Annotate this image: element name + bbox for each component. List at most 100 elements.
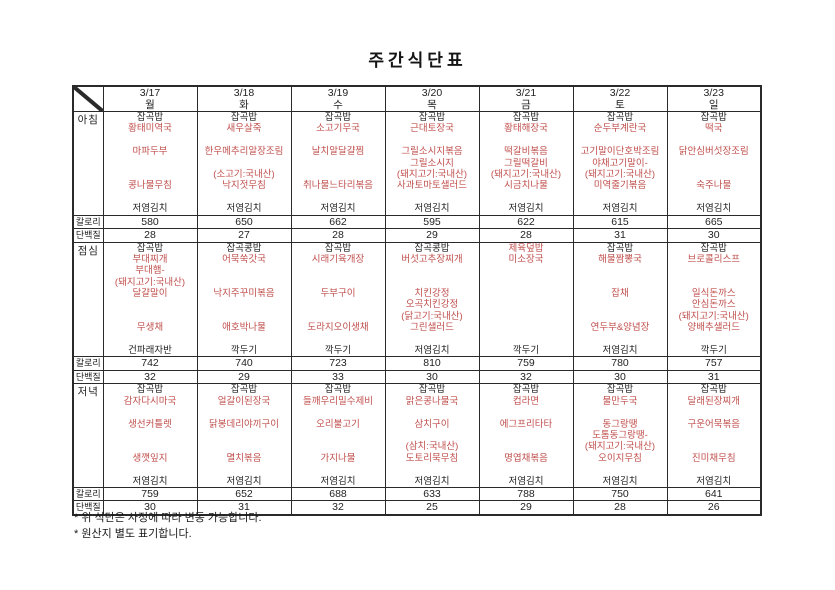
lunch-protein-2: 33	[290, 369, 386, 385]
breakfast-protein-row: 단백질 28 27 28 29 28 31 30	[72, 228, 762, 243]
breakfast-protein-3: 29	[384, 228, 480, 243]
menu-line: 달래된장찌개	[687, 395, 740, 407]
menu-line: 잡곡밥	[700, 384, 727, 396]
menu-line	[480, 430, 573, 441]
menu-line: 해물짬뽕국	[598, 253, 642, 265]
dinner-protein-5: 28	[572, 500, 668, 516]
day-header-4: 3/21 금	[478, 85, 574, 112]
menu-line: 무생채	[136, 322, 164, 334]
menu-line: 낙지주꾸미볶음	[213, 288, 275, 300]
menu-line: 물만두국	[602, 395, 638, 407]
menu-line: (돼지고기:국내산)	[678, 310, 749, 322]
corner-cell	[72, 85, 104, 112]
menu-line: 잡곡밥	[418, 112, 446, 123]
menu-line: 그릴소시지볶음	[401, 146, 463, 158]
lunch-protein-6: 31	[666, 369, 762, 385]
meal-row-breakfast: 아침 잡곡밥 황태미역국 마파두부 콩나물무침 저염김치 잡곡밥 새우살죽 한우메추리알…	[72, 111, 762, 216]
breakfast-calories-2: 662	[290, 214, 386, 229]
menu-line	[292, 441, 385, 452]
breakfast-protein-2: 28	[290, 228, 386, 243]
day-header-0: 3/17 월	[102, 85, 198, 112]
menu-line: 황태미역국	[128, 123, 172, 135]
lunch-protein-1: 29	[196, 369, 292, 385]
menu-line: 고기말이단호박조림	[580, 146, 660, 158]
menu-line	[386, 277, 479, 288]
menu-line	[198, 407, 291, 418]
day-header-6: 3/23 일	[666, 85, 762, 112]
menu-line	[198, 430, 291, 441]
dinner-protein-3: 25	[384, 500, 480, 516]
menu-line: 저염김치	[696, 203, 732, 215]
meal-row-dinner: 저녁 잡곡밥 감자다시마국 생선커틀렛 생깻잎지 저염김치 잡곡밥 얼갈이된장국 닭봉데…	[72, 383, 762, 488]
meal-row-lunch: 점심 잡곡밥 부대찌개 부대햄- (돼지고기:국내산) 달걀말이 무생채 건파래자반 잡곡콩…	[72, 241, 762, 358]
lunch-calories-5: 780	[572, 356, 668, 371]
menu-line: 콩나물무침	[128, 180, 172, 192]
menu-line	[480, 322, 573, 333]
dinner-calories-5: 750	[572, 486, 668, 502]
menu-line: 도토리묵무침	[405, 452, 459, 464]
header-row: 3/17 월 3/18 화 3/19 수 3/20 목 3/21 금 3/22 토 3/23 일	[72, 85, 762, 112]
menu-line: 동그랑땡	[602, 418, 638, 430]
breakfast-protein-0: 28	[102, 228, 198, 243]
day-weekday: 수	[333, 99, 343, 111]
menu-line: 버섯고추장찌개	[401, 253, 463, 265]
menu-line: (돼지고기:국내산)	[490, 168, 562, 180]
day-date: 3/23	[703, 87, 724, 99]
diagonal-line	[74, 87, 103, 111]
menu-line	[668, 441, 761, 452]
menu-line	[104, 158, 197, 169]
row-label-calories: 칼로리	[72, 356, 104, 371]
menu-line: 잡곡밥	[136, 112, 164, 123]
day-weekday: 토	[615, 99, 625, 111]
menu-line: 제육덮밥	[508, 242, 544, 254]
lunch-calories-1: 740	[196, 356, 292, 371]
menu-line	[668, 169, 761, 180]
breakfast-protein-4: 28	[478, 228, 574, 243]
menu-line: 오곡치킨강정	[405, 299, 459, 311]
menu-line: 부대햄-	[135, 265, 165, 277]
dinner-calories-row: 칼로리 759 652 688 633 788 750 641	[72, 486, 762, 502]
menu-line: 황태해장국	[504, 123, 548, 135]
menu-line	[668, 430, 761, 441]
menu-line: 저염김치	[508, 203, 544, 215]
menu-line: 잡곡밥	[230, 112, 258, 123]
day-weekday: 목	[427, 99, 437, 111]
menu-line: (삼치:국내산)	[405, 441, 459, 453]
menu-line: 저염김치	[602, 345, 638, 357]
footnote-variability: * 위 식단은 사정에 따라 변동 가능합니다.	[74, 512, 262, 524]
row-label-calories: 칼로리	[72, 486, 104, 502]
menu-line: 도라지오이생채	[307, 322, 369, 334]
menu-line: 삼치구이	[414, 418, 450, 430]
dinner-protein-6: 26	[666, 500, 762, 516]
menu-line	[198, 299, 291, 310]
menu-line	[386, 464, 479, 475]
menu-line: 저염김치	[602, 203, 638, 215]
menu-line	[292, 158, 385, 169]
dinner-cell-3: 잡곡밥 맑은콩나물국 삼치구이 (삼치:국내산) 도토리묵무침 저염김치	[384, 383, 480, 488]
menu-line	[198, 311, 291, 322]
menu-line: 저염김치	[132, 203, 168, 215]
menu-line: 잡채	[611, 288, 629, 300]
menu-line: (돼지고기:국내산)	[584, 441, 656, 453]
menu-line	[574, 464, 667, 475]
menu-line: 어묵쑥갓국	[222, 253, 266, 265]
menu-line: 취나물느타리볶음	[303, 180, 373, 192]
breakfast-calories-1: 650	[196, 214, 292, 229]
menu-line: 저염김치	[414, 475, 450, 487]
lunch-calories-0: 742	[102, 356, 198, 371]
menu-line: 저염김치	[226, 475, 262, 487]
lunch-cell-1: 잡곡콩밥 어묵쑥갓국 낙지주꾸미볶음 애호박나물 깍두기	[196, 241, 292, 358]
menu-line	[104, 311, 197, 322]
menu-line: 잡곡밥	[418, 384, 446, 396]
menu-line: 양배추샐러드	[687, 322, 740, 334]
menu-line	[574, 334, 667, 345]
row-label-protein: 단백질	[72, 369, 104, 385]
table-head: 3/17 월 3/18 화 3/19 수 3/20 목 3/21 금 3/22 토 3/23 일	[72, 85, 762, 112]
menu-line	[292, 277, 385, 288]
dinner-protein-0: 30	[102, 500, 198, 516]
menu-line	[104, 169, 197, 180]
menu-line: 오리불고기	[316, 418, 360, 430]
menu-line	[480, 464, 573, 475]
menu-line: 일식돈까스	[691, 288, 736, 300]
menu-line	[104, 430, 197, 441]
